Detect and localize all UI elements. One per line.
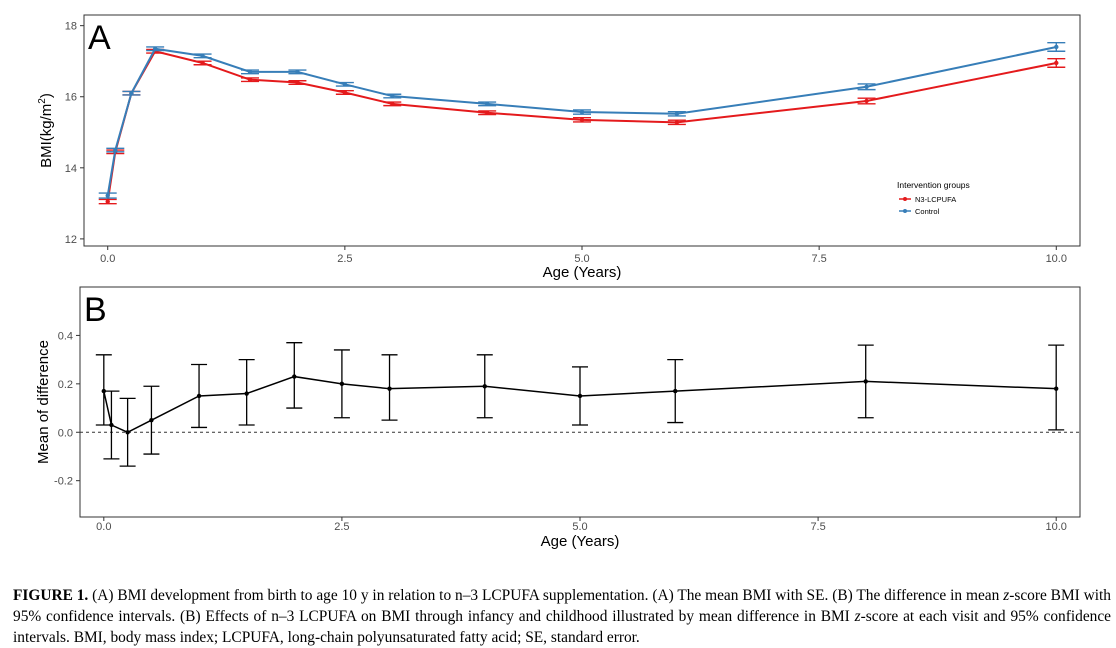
y-tick-label: 0.2 [58, 379, 73, 391]
series-line [103, 375, 1057, 434]
data-point [339, 381, 345, 387]
data-point [674, 120, 680, 125]
data-point [342, 90, 348, 95]
data-point [105, 199, 110, 204]
data-point [342, 82, 348, 87]
data-point [864, 84, 869, 89]
y-axis-label: BMI(kg/m2) [37, 93, 55, 168]
panel-letter: B [84, 291, 107, 329]
data-point [105, 193, 110, 198]
legend-label: Control [915, 207, 940, 216]
panel-b: -0.2 0.0 0.2 0.4 0.0 2.5 5.0 7.5 10.0 Age (Years)… [35, 286, 1081, 550]
data-point [390, 93, 395, 99]
data-point [579, 109, 585, 115]
series-line [106, 46, 1057, 196]
caption-segment: z [854, 608, 861, 626]
data-point [295, 80, 300, 85]
data-point [152, 46, 158, 51]
x-tick-label: 7.5 [811, 253, 826, 265]
y-tick-label: 0.4 [58, 330, 73, 342]
x-tick-label: 5.0 [574, 253, 589, 265]
y-tick-label: -0.2 [54, 476, 73, 488]
data-point [292, 374, 297, 379]
data-point [125, 430, 130, 435]
data-point [200, 53, 205, 59]
data-point [390, 101, 395, 107]
data-point [149, 417, 154, 423]
caption-label: FIGURE 1. [13, 587, 89, 605]
data-point [674, 111, 680, 116]
panel-a: 12 14 16 18 0.0 2.5 5.0 7.5 10.0 Age (Years) BMI(k… [37, 14, 1081, 281]
y-tick-label: 0.0 [58, 427, 73, 439]
x-tick-label: 5.0 [572, 521, 587, 533]
y-tick-label: 18 [65, 21, 77, 33]
legend-item: N3-LCPUFA [899, 195, 956, 204]
data-point [244, 391, 249, 396]
x-tick-label: 0.0 [100, 253, 115, 265]
data-point [109, 422, 114, 428]
legend-title: Intervention groups [897, 180, 970, 190]
legend-marker [903, 209, 907, 213]
caption-segment: (A) BMI development from birth to age 10… [88, 587, 1004, 605]
caption-segment: z [1003, 587, 1010, 605]
panel-letter: A [88, 19, 111, 57]
legend-marker [903, 197, 907, 201]
x-tick-label: 2.5 [337, 253, 352, 265]
data-point [484, 110, 490, 115]
x-tick-label: 10.0 [1045, 521, 1066, 533]
data-point [295, 69, 300, 75]
legend-label: N3-LCPUFA [915, 195, 956, 204]
x-tick-label: 0.0 [96, 521, 111, 533]
x-tick-label: 10.0 [1046, 253, 1067, 265]
data-point [247, 77, 253, 82]
data-point [196, 393, 202, 399]
x-tick-label: 2.5 [334, 521, 349, 533]
data-point [864, 98, 869, 104]
x-axis-label: Age (Years) [543, 264, 622, 281]
series-control [98, 42, 1066, 199]
x-tick-label: 7.5 [810, 521, 825, 533]
data-point [673, 388, 678, 394]
data-point [484, 101, 490, 107]
data-point [863, 379, 868, 384]
data-point [482, 384, 487, 389]
data-point [101, 388, 107, 394]
data-point [113, 147, 118, 153]
figure-svg: 12 14 16 18 0.0 2.5 5.0 7.5 10.0 Age (Years) BMI(k… [35, 14, 1081, 550]
y-tick-label: 14 [65, 163, 77, 175]
data-point [579, 117, 585, 123]
caption-body: (A) BMI development from birth to age 10… [13, 587, 1111, 646]
data-point [577, 393, 583, 399]
data-point [1054, 60, 1059, 66]
y-axis-label-part: 2 [37, 98, 48, 104]
y-axis-label: Mean of difference [35, 340, 52, 464]
data-point [247, 69, 253, 75]
data-point [200, 60, 205, 66]
y-axis-label-part: ) [38, 93, 55, 98]
y-tick-label: 12 [65, 234, 77, 246]
y-axis-label-part: BMI(kg/m [38, 104, 55, 168]
data-point [1053, 386, 1059, 391]
legend: Intervention groups N3-LCPUFA Control [897, 180, 970, 216]
y-tick-label: 16 [65, 92, 77, 104]
data-point [129, 90, 134, 96]
x-axis-label: Age (Years) [541, 533, 620, 550]
legend-item: Control [899, 207, 940, 216]
series-0 [95, 342, 1065, 467]
data-point [387, 386, 392, 391]
caption-segment: -score BMI with 95% confidence intervals… [13, 587, 1112, 626]
data-point [1054, 44, 1059, 50]
